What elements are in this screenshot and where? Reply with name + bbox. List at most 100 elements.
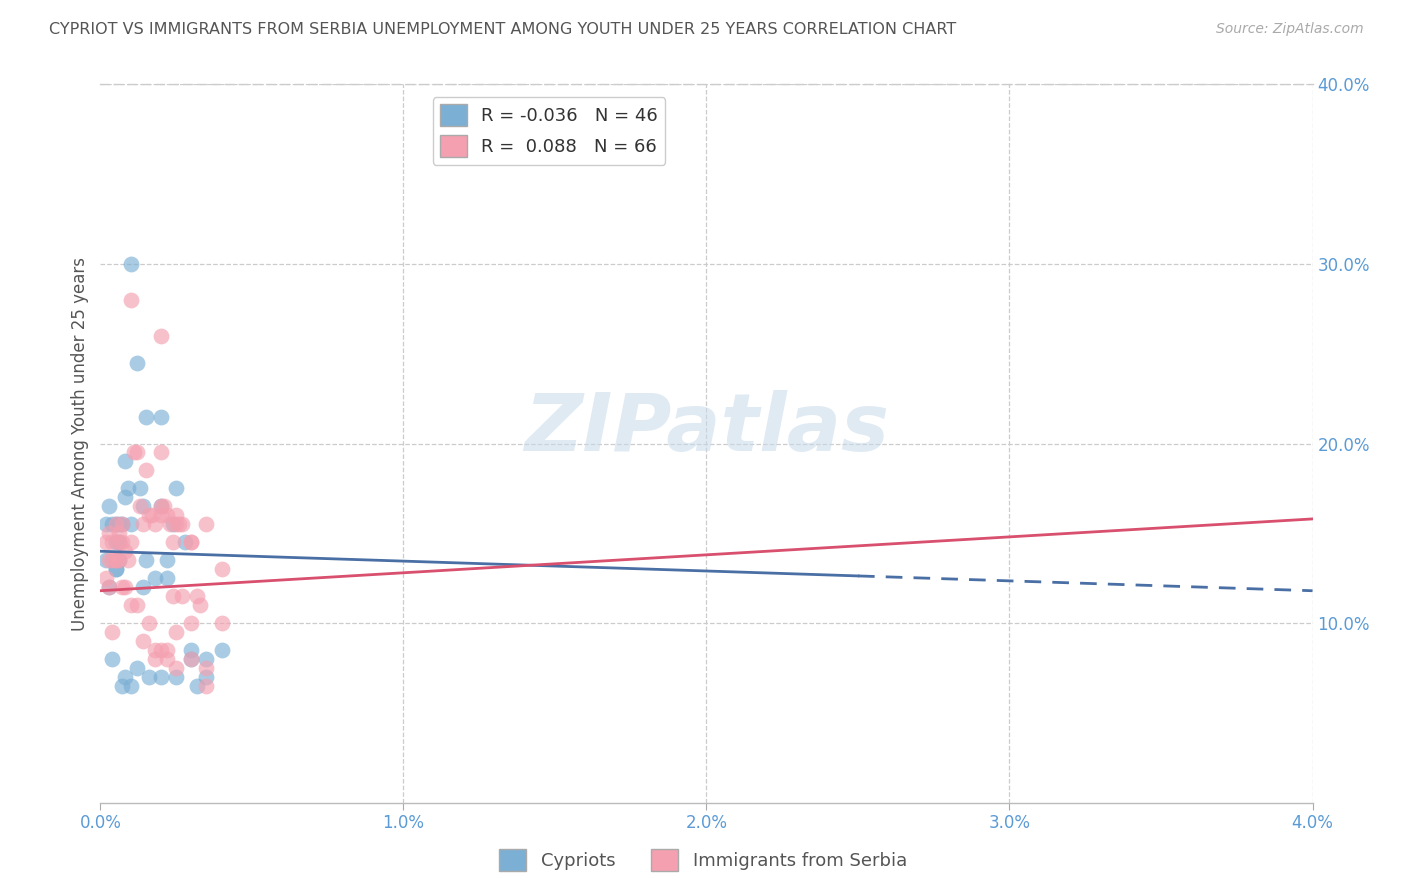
Point [132,517,155,532]
Point [107,526,129,541]
Point [162,589,184,603]
Point [180,652,202,666]
Point [143,571,166,585]
Point [132,580,155,594]
Point [96,517,118,532]
Point [172,589,194,603]
Point [195,661,218,675]
Point [195,652,218,666]
Point [110,580,132,594]
Point [159,517,181,532]
Point [162,517,184,532]
Point [104,535,127,549]
Point [195,670,218,684]
Legend: Cypriots, Immigrants from Serbia: Cypriots, Immigrants from Serbia [492,842,914,879]
Point [104,517,127,532]
Point [156,652,179,666]
Point [104,517,127,532]
Point [110,679,132,693]
Point [96,535,118,549]
Point [180,652,202,666]
Point [156,553,179,567]
Point [101,517,124,532]
Point [96,553,118,567]
Point [107,535,129,549]
Point [138,670,160,684]
Point [107,535,129,549]
Point [180,535,202,549]
Point [167,517,190,532]
Point [98,580,121,594]
Point [149,409,172,424]
Point [143,643,166,657]
Point [180,615,202,630]
Point [149,328,172,343]
Point [149,508,172,523]
Point [120,598,142,612]
Point [117,482,139,496]
Point [165,661,187,675]
Point [104,553,127,567]
Point [165,670,187,684]
Point [135,409,157,424]
Point [125,661,148,675]
Point [117,553,139,567]
Point [120,535,142,549]
Point [96,571,118,585]
Point [98,526,121,541]
Point [110,517,132,532]
Point [138,508,160,523]
Y-axis label: Unemployment Among Youth under 25 years: Unemployment Among Youth under 25 years [72,257,89,631]
Point [101,553,124,567]
Point [125,445,148,459]
Point [125,356,148,370]
Point [211,615,233,630]
Point [186,589,208,603]
Point [138,615,160,630]
Point [162,535,184,549]
Point [104,562,127,576]
Point [98,553,121,567]
Point [128,500,150,514]
Point [153,500,176,514]
Point [122,445,145,459]
Text: CYPRIOT VS IMMIGRANTS FROM SERBIA UNEMPLOYMENT AMONG YOUTH UNDER 25 YEARS CORREL: CYPRIOT VS IMMIGRANTS FROM SERBIA UNEMPL… [49,22,956,37]
Point [149,500,172,514]
Point [143,517,166,532]
Point [143,652,166,666]
Point [114,670,136,684]
Point [110,517,132,532]
Point [107,553,129,567]
Point [180,643,202,657]
Point [101,535,124,549]
Point [114,580,136,594]
Point [165,625,187,640]
Point [104,553,127,567]
Point [107,553,129,567]
Point [165,482,187,496]
Point [120,517,142,532]
Point [149,643,172,657]
Text: ZIPatlas: ZIPatlas [524,390,889,468]
Point [104,562,127,576]
Point [156,643,179,657]
Point [135,553,157,567]
Point [211,643,233,657]
Point [125,598,148,612]
Point [141,508,163,523]
Point [190,598,212,612]
Point [211,562,233,576]
Point [132,634,155,648]
Point [114,491,136,505]
Point [165,508,187,523]
Point [135,463,157,477]
Point [195,679,218,693]
Point [132,500,155,514]
Point [114,544,136,558]
Point [149,445,172,459]
Point [165,517,187,532]
Point [156,508,179,523]
Point [186,679,208,693]
Point [120,257,142,271]
Point [149,500,172,514]
